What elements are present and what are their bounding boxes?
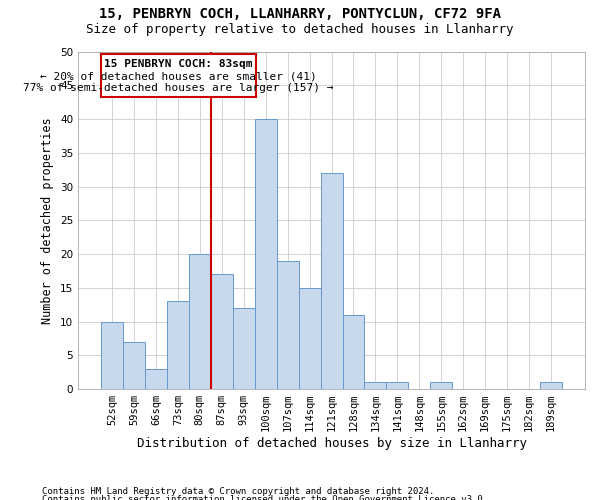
Bar: [364, 382, 386, 389]
Bar: [233, 308, 255, 389]
Bar: [101, 322, 123, 389]
Bar: [123, 342, 145, 389]
Text: Contains public sector information licensed under the Open Government Licence v3: Contains public sector information licen…: [42, 495, 488, 500]
Bar: [386, 382, 409, 389]
Bar: [320, 173, 343, 389]
Bar: [343, 315, 364, 389]
Bar: [211, 274, 233, 389]
Text: Size of property relative to detached houses in Llanharry: Size of property relative to detached ho…: [86, 22, 514, 36]
Text: Contains HM Land Registry data © Crown copyright and database right 2024.: Contains HM Land Registry data © Crown c…: [42, 488, 434, 496]
Bar: [189, 254, 211, 389]
Text: 15, PENBRYN COCH, LLANHARRY, PONTYCLUN, CF72 9FA: 15, PENBRYN COCH, LLANHARRY, PONTYCLUN, …: [99, 8, 501, 22]
Text: ← 20% of detached houses are smaller (41): ← 20% of detached houses are smaller (41…: [40, 71, 317, 81]
Bar: [540, 382, 562, 389]
Bar: [299, 288, 320, 389]
Bar: [255, 119, 277, 389]
Y-axis label: Number of detached properties: Number of detached properties: [41, 117, 55, 324]
Text: 15 PENBRYN COCH: 83sqm: 15 PENBRYN COCH: 83sqm: [104, 59, 253, 69]
Bar: [277, 261, 299, 389]
Bar: [145, 369, 167, 389]
Text: 77% of semi-detached houses are larger (157) →: 77% of semi-detached houses are larger (…: [23, 83, 334, 93]
Bar: [430, 382, 452, 389]
X-axis label: Distribution of detached houses by size in Llanharry: Distribution of detached houses by size …: [137, 437, 527, 450]
Bar: [167, 302, 189, 389]
FancyBboxPatch shape: [101, 54, 256, 98]
